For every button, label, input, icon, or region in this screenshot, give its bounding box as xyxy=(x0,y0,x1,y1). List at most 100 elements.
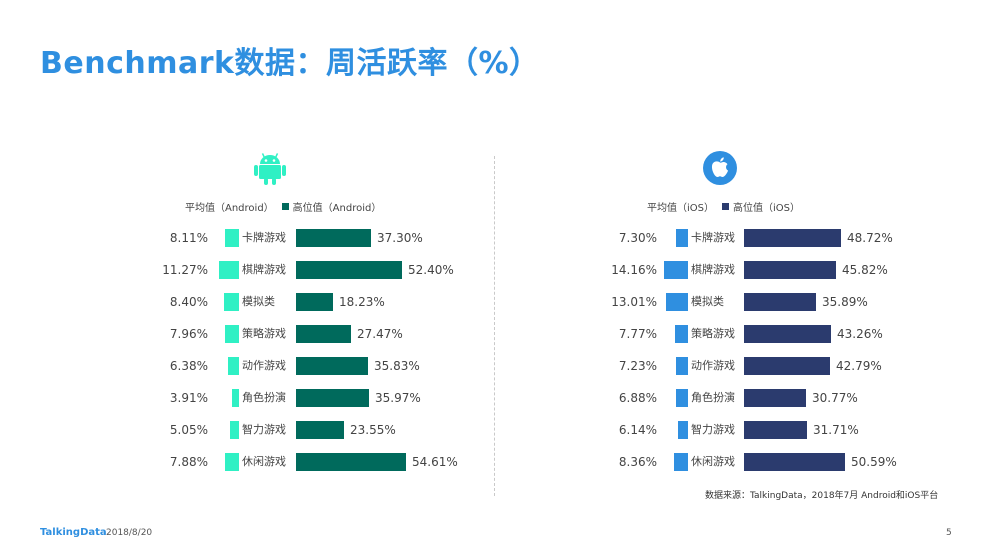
ios-category-label: 休闲游戏 xyxy=(691,455,735,468)
ios-row: 7.23% 动作游戏 42.79% xyxy=(0,356,989,376)
ios-high-bar xyxy=(744,357,830,375)
ios-high-bar xyxy=(744,261,836,279)
ios-avg-bar xyxy=(674,453,688,471)
android-avg-bar xyxy=(228,357,239,375)
android-category-label: 卡牌游戏 xyxy=(242,231,286,244)
android-category-label: 休闲游戏 xyxy=(242,455,286,468)
ios-high-label: 43.26% xyxy=(837,327,883,341)
ios-row: 8.36% 休闲游戏 50.59% xyxy=(0,452,989,472)
ios-avg-label: 13.01% xyxy=(611,295,657,309)
ios-avg-bar xyxy=(675,325,688,343)
ios-avg-label: 8.36% xyxy=(618,455,657,469)
android-high-label: 35.83% xyxy=(374,359,420,373)
android-avg-bar xyxy=(230,421,239,439)
android-avg-bar xyxy=(225,453,239,471)
android-high-bar xyxy=(296,389,369,407)
android-avg-label: 6.38% xyxy=(169,359,208,373)
data-source-note: 数据来源：TalkingData，2018年7月 Android和iOS平台 xyxy=(705,491,939,501)
ios-high-label: 42.79% xyxy=(836,359,882,373)
ios-avg-bar xyxy=(678,421,688,439)
legend-android-high: 高位值（Android） xyxy=(292,203,382,214)
ios-avg-label: 7.23% xyxy=(618,359,657,373)
android-high-bar xyxy=(296,261,402,279)
android-category-label: 角色扮演 xyxy=(242,391,286,404)
ios-avg-bar xyxy=(676,389,688,407)
ios-avg-bar xyxy=(664,261,688,279)
ios-high-label: 30.77% xyxy=(812,391,858,405)
ios-avg-label: 14.16% xyxy=(611,263,657,277)
ios-avg-label: 7.77% xyxy=(618,327,657,341)
android-high-bar xyxy=(296,325,351,343)
android-avg-label: 8.40% xyxy=(169,295,208,309)
legend-ios-avg: 平均值（iOS） xyxy=(647,203,714,214)
android-row: 3.91% 角色扮演 35.97% xyxy=(0,388,989,408)
legend-ios-high: 高位值（iOS） xyxy=(733,203,800,214)
android-category-label: 策略游戏 xyxy=(242,327,286,340)
panel-divider xyxy=(494,156,495,496)
android-row: 8.11% 卡牌游戏 37.30% xyxy=(0,228,989,248)
android-row: 6.38% 动作游戏 35.83% xyxy=(0,356,989,376)
page-title: Benchmark数据：周活跃率（%） xyxy=(40,46,540,81)
android-high-label: 52.40% xyxy=(408,263,454,277)
ios-category-label: 卡牌游戏 xyxy=(691,231,735,244)
ios-high-bar xyxy=(744,421,807,439)
ios-high-label: 35.89% xyxy=(822,295,868,309)
android-avg-label: 11.27% xyxy=(162,263,208,277)
android-category-label: 智力游戏 xyxy=(242,423,286,436)
android-avg-label: 7.96% xyxy=(169,327,208,341)
android-high-label: 23.55% xyxy=(350,423,396,437)
android-category-label: 棋牌游戏 xyxy=(242,263,286,276)
ios-row: 6.88% 角色扮演 30.77% xyxy=(0,388,989,408)
ios-category-label: 模拟类 xyxy=(691,295,724,308)
legend-swatch-android-high xyxy=(281,203,289,210)
ios-high-label: 31.71% xyxy=(813,423,859,437)
ios-avg-label: 6.88% xyxy=(618,391,657,405)
ios-legend: 平均值（iOS） 高位值（iOS） xyxy=(647,199,800,214)
android-avg-label: 8.11% xyxy=(169,231,208,245)
ios-row: 7.77% 策略游戏 43.26% xyxy=(0,324,989,344)
ios-row: 13.01% 模拟类 35.89% xyxy=(0,292,989,312)
android-high-bar xyxy=(296,229,371,247)
ios-category-label: 智力游戏 xyxy=(691,423,735,436)
ios-avg-bar xyxy=(666,293,688,311)
android-row: 8.40% 模拟类 18.23% xyxy=(0,292,989,312)
ios-high-label: 48.72% xyxy=(847,231,893,245)
android-avg-label: 7.88% xyxy=(169,455,208,469)
android-avg-bar xyxy=(219,261,239,279)
legend-swatch-ios-high xyxy=(722,203,729,210)
android-row: 11.27% 棋牌游戏 52.40% xyxy=(0,260,989,280)
ios-high-bar xyxy=(744,453,845,471)
footer-brand: TalkingData xyxy=(40,527,107,538)
android-high-bar xyxy=(296,453,406,471)
ios-row: 14.16% 棋牌游戏 45.82% xyxy=(0,260,989,280)
ios-row: 6.14% 智力游戏 31.71% xyxy=(0,420,989,440)
android-row: 5.05% 智力游戏 23.55% xyxy=(0,420,989,440)
legend-android-avg: 平均值（Android） xyxy=(185,203,274,214)
android-high-label: 37.30% xyxy=(377,231,423,245)
ios-high-bar xyxy=(744,389,806,407)
ios-high-bar xyxy=(744,293,816,311)
android-category-label: 动作游戏 xyxy=(242,359,286,372)
android-high-bar xyxy=(296,293,333,311)
android-row: 7.96% 策略游戏 27.47% xyxy=(0,324,989,344)
android-high-label: 35.97% xyxy=(375,391,421,405)
android-category-label: 模拟类 xyxy=(242,295,275,308)
android-avg-bar xyxy=(232,389,239,407)
android-high-bar xyxy=(296,357,368,375)
ios-category-label: 策略游戏 xyxy=(691,327,735,340)
android-legend: 平均值（Android） 高位值（Android） xyxy=(185,199,381,214)
android-avg-bar xyxy=(225,325,239,343)
android-avg-bar xyxy=(224,293,239,311)
ios-avg-label: 6.14% xyxy=(618,423,657,437)
footer-date: 2018/8/20 xyxy=(106,528,153,538)
android-icon xyxy=(254,153,286,185)
android-avg-bar xyxy=(225,229,239,247)
ios-row: 7.30% 卡牌游戏 48.72% xyxy=(0,228,989,248)
android-high-bar xyxy=(296,421,344,439)
android-avg-label: 5.05% xyxy=(169,423,208,437)
ios-category-label: 动作游戏 xyxy=(691,359,735,372)
ios-high-label: 45.82% xyxy=(842,263,888,277)
apple-icon xyxy=(703,151,737,185)
page-number: 5 xyxy=(946,528,952,538)
android-avg-label: 3.91% xyxy=(169,391,208,405)
